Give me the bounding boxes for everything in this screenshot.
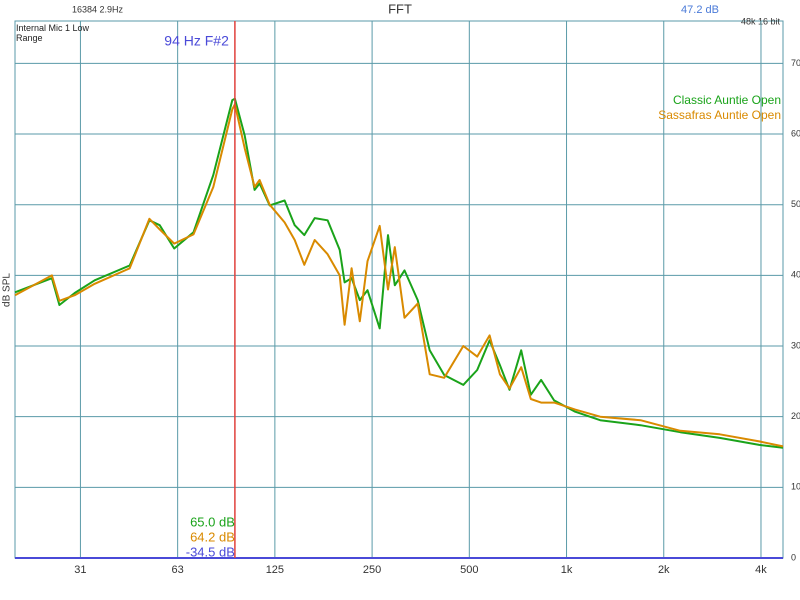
y-tick-label: 60: [791, 128, 800, 138]
cursor-label: 94 Hz F#2: [164, 33, 229, 49]
x-tick-label: 4k: [755, 564, 767, 576]
x-tick-label: 500: [460, 564, 478, 576]
x-tick-label: 250: [363, 564, 381, 576]
level: 47.2 dB: [681, 4, 719, 16]
x-tick-label: 2k: [658, 564, 670, 576]
legend-entry: Sassafras Auntie Open: [658, 108, 781, 122]
x-tick-label: 1k: [561, 564, 573, 576]
y-tick-label: 30: [791, 340, 800, 350]
y-axis-label: dB SPL: [2, 273, 13, 307]
device: Internal Mic 1 Low Range: [16, 23, 90, 43]
y-tick-label: 70: [791, 58, 800, 68]
legend-entry: Classic Auntie Open: [673, 93, 781, 107]
x-tick-label: 125: [266, 564, 284, 576]
y-tick-label: 10: [791, 482, 800, 492]
readout: 65.0 dB: [190, 514, 235, 529]
fft-info: 16384 2.9Hz: [72, 4, 124, 14]
y-tick-label: 0: [791, 552, 796, 562]
x-tick-label: 63: [172, 564, 184, 576]
chart-title: FFT: [388, 1, 412, 16]
readout: 64.2 dB: [190, 529, 235, 544]
y-tick-label: 50: [791, 199, 800, 209]
x-tick-label: 31: [74, 564, 86, 576]
readout: -34.5 dB: [186, 544, 235, 559]
y-tick-label: 40: [791, 270, 800, 280]
y-tick-label: 20: [791, 411, 800, 421]
plot-area: [14, 20, 784, 559]
series-line: [14, 103, 784, 448]
